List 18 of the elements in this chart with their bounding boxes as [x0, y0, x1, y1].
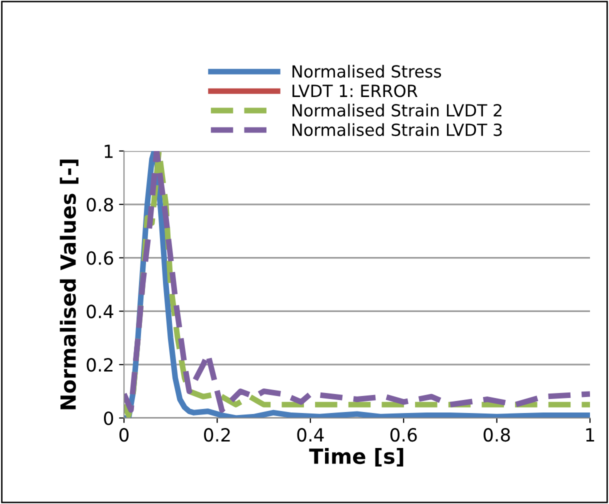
x-tick-label: 0.6 — [390, 428, 417, 442]
y-tick-label: 0.2 — [86, 358, 112, 372]
y-tick-label: 1 — [104, 144, 113, 158]
y-tick-label: 0 — [104, 411, 114, 426]
x-axis-title: Time [s] — [309, 448, 404, 467]
y-tick-label: 0.8 — [86, 198, 114, 212]
y-tick-label: 0.4 — [86, 304, 114, 318]
x-tick-label: 0 — [119, 428, 129, 442]
y-axis-title: Normalised Values [-] — [60, 160, 78, 410]
legend-label: Normalised Stress — [292, 64, 442, 78]
legend-label: Normalised Strain LVDT 3 — [292, 123, 502, 136]
legend-label: LVDT 1: ERROR — [292, 84, 418, 98]
x-tick-label: 0.4 — [297, 428, 324, 442]
legend-label: Normalised Strain LVDT 2 — [292, 104, 502, 117]
x-tick-label: 0.2 — [204, 428, 230, 442]
x-tick-label: 0.8 — [484, 428, 510, 442]
y-tick-label: 0.6 — [86, 251, 114, 265]
x-tick-label: 1 — [586, 428, 594, 442]
